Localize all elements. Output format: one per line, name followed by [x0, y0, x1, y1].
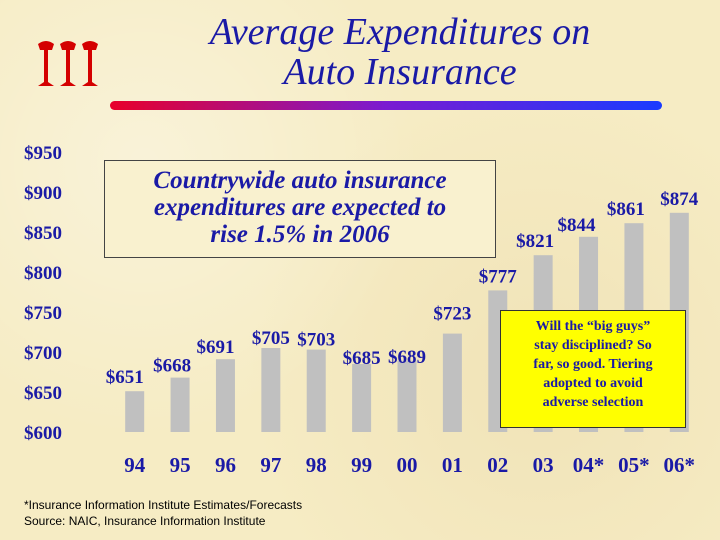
bar-value-label: $874 — [660, 189, 699, 210]
note-line2: stay disciplined? So — [534, 338, 652, 353]
bar — [306, 349, 326, 432]
note-line5: adverse selection — [542, 395, 644, 410]
x-tick-label: 94 — [124, 453, 146, 477]
y-tick-label: $850 — [24, 223, 62, 244]
callout-line2: expenditures are expected to — [153, 194, 447, 221]
footnote: *Insurance Information Institute Estimat… — [24, 497, 302, 529]
y-tick-label: $900 — [24, 183, 62, 204]
x-tick-label: 06* — [664, 453, 696, 477]
slide-title-line1: Average Expenditures on — [209, 11, 591, 53]
bar-value-label: $691 — [196, 337, 234, 358]
iii-logo-icon — [38, 41, 98, 86]
bar — [442, 333, 462, 432]
x-tick-label: 02 — [487, 453, 508, 477]
x-tick-label: 01 — [442, 453, 463, 477]
bar — [215, 359, 235, 432]
bar-value-label: $844 — [558, 215, 597, 236]
x-tick-label: 04* — [573, 453, 605, 477]
x-tick-label: 97 — [260, 453, 281, 477]
slide-title: Average Expenditures on Auto Insurance — [130, 12, 670, 92]
bar-value-label: $705 — [252, 328, 290, 349]
y-tick-label: $800 — [24, 263, 62, 284]
value-labels: $651 $668$691 $705 $703 $685 $689 $723 $777 $821… — [106, 189, 699, 388]
bar — [125, 391, 145, 432]
footnote-source: Source: NAIC, Insurance Information Inst… — [24, 514, 266, 528]
note-line4: adopted to avoid — [543, 376, 643, 391]
callout-line3: rise 1.5% in 2006 — [210, 221, 390, 248]
bar-value-label: $651 — [106, 367, 144, 388]
x-tick-label: 00 — [397, 453, 418, 477]
y-tick-label: $600 — [24, 423, 62, 444]
bar-value-label: $861 — [607, 199, 645, 220]
note-line1: Will the “big guys” — [535, 319, 651, 334]
forecast-callout: Countrywide auto insurance expenditures … — [104, 160, 496, 258]
x-tick-label: 99 — [351, 453, 372, 477]
slide-title-line2: Auto Insurance — [283, 51, 517, 93]
x-tick-label: 05* — [618, 453, 650, 477]
y-tick-label: $650 — [24, 383, 62, 404]
bar — [352, 364, 372, 432]
x-axis: 94 95 96 97 98 99 00 01 02 03 04* 05* 06* — [124, 453, 695, 477]
y-tick-label: $750 — [24, 303, 62, 324]
note-line3: far, so good. Tiering — [533, 357, 653, 372]
discipline-note: Will the “big guys” stay disciplined? So… — [500, 310, 686, 428]
bar — [261, 348, 281, 432]
bar — [397, 360, 417, 432]
bar — [170, 377, 190, 432]
bar-value-label: $668 — [153, 356, 191, 377]
bar-value-label: $821 — [516, 231, 554, 252]
x-tick-label: 96 — [215, 453, 236, 477]
bar-value-label: $703 — [297, 330, 335, 351]
bar-value-label: $689 — [388, 347, 426, 368]
x-tick-label: 95 — [170, 453, 191, 477]
bar-value-label: $685 — [343, 348, 381, 369]
footnote-estimates: *Insurance Information Institute Estimat… — [24, 498, 303, 512]
y-axis: $600 $650 $700 $750 $800 $850 $900 $950 — [24, 143, 62, 444]
y-tick-label: $700 — [24, 343, 62, 364]
x-tick-label: 03 — [533, 453, 554, 477]
x-tick-label: 98 — [306, 453, 327, 477]
y-tick-label: $950 — [24, 143, 62, 164]
title-underline — [110, 101, 662, 110]
bar-value-label: $777 — [479, 266, 518, 287]
bar-value-label: $723 — [433, 304, 471, 325]
callout-line1: Countrywide auto insurance — [153, 167, 447, 194]
